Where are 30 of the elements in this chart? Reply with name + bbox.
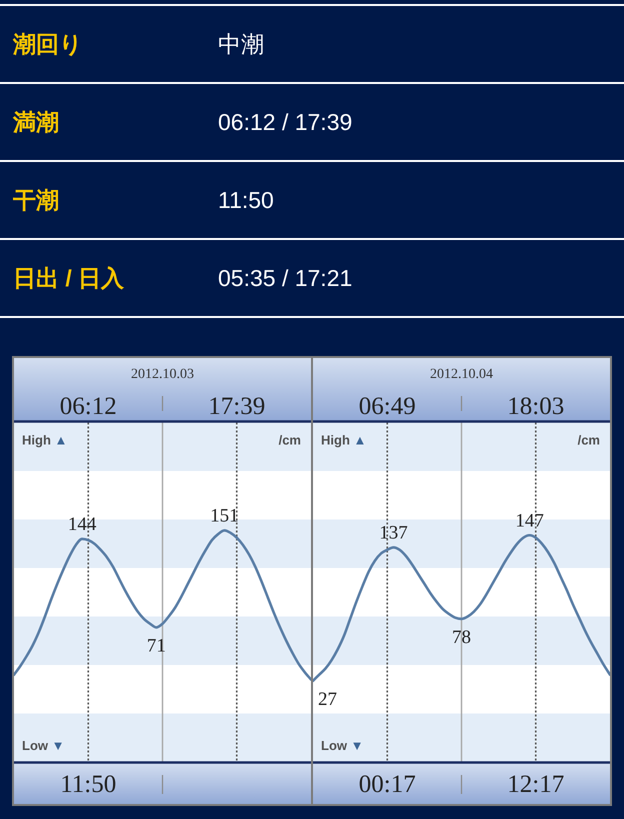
annotation: Low ▼	[321, 738, 364, 753]
data-label: 78	[452, 626, 471, 648]
text: 06:12	[60, 393, 117, 420]
data-label: 137	[379, 522, 408, 544]
text: 中潮	[218, 31, 264, 57]
y-axis-title: /cm	[278, 432, 301, 448]
data-label: 71	[146, 635, 166, 656]
text: 00:17	[358, 771, 416, 798]
annotation: Low ▼	[22, 738, 65, 753]
text: 05:35 / 17:21	[218, 265, 352, 291]
text: 11:50	[60, 771, 116, 798]
text: 干潮	[12, 187, 59, 213]
y-axis-title: /cm	[578, 432, 600, 448]
text: 12:17	[507, 771, 564, 798]
text: 日出 / 日入	[13, 265, 126, 291]
annotation: High ▲	[22, 432, 68, 448]
data-label: 151	[210, 505, 239, 526]
text: 11:50	[218, 187, 274, 213]
chart-title: 2012.10.03	[131, 367, 194, 382]
text: 06:12 / 17:39	[218, 109, 352, 135]
data-label: 147	[515, 510, 544, 532]
chart-title: 2012.10.04	[430, 367, 493, 382]
annotation: High ▲	[321, 432, 366, 448]
text: 18:03	[507, 393, 564, 420]
text: 06:49	[358, 393, 416, 420]
text: 満潮	[12, 109, 59, 135]
data-label: 27	[318, 688, 337, 710]
text: 17:39	[208, 393, 266, 420]
data-label: 144	[68, 514, 97, 535]
text: 潮回り	[12, 31, 83, 57]
